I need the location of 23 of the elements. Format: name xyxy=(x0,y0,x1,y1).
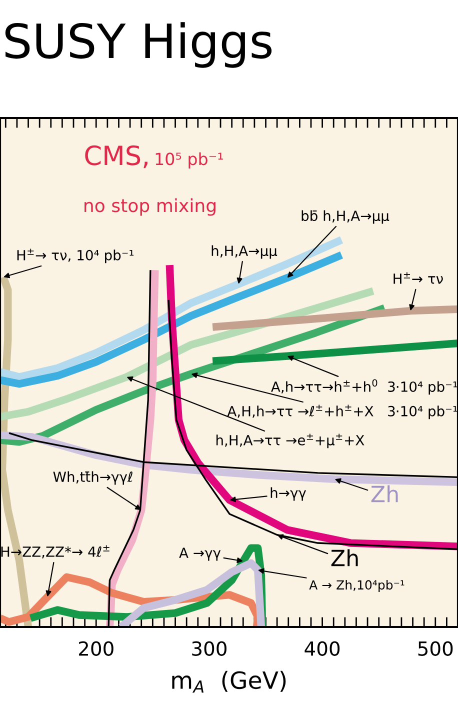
annotation: bb̄ h,H,A→μμ xyxy=(302,210,390,224)
annotation: Zh xyxy=(371,485,398,502)
chart-title: SUSY Higgs xyxy=(5,22,272,68)
x-tick-label: 400 xyxy=(304,641,340,656)
x-tick-label: 200 xyxy=(78,641,114,656)
x-tick-label: 300 xyxy=(192,641,226,656)
text: CMS, xyxy=(85,145,148,168)
text: no stop mixing xyxy=(84,198,216,216)
annotation: H→ZZ,ZZ*→ 4ℓ$^{±}$ xyxy=(1,545,110,558)
annotation: A → Zh,10⁴pb⁻¹ xyxy=(309,580,404,592)
x-axis-title: m$_{A}$ (GeV) xyxy=(172,670,286,693)
x-tick-label: 500 xyxy=(418,641,453,656)
annotation: A →γγ xyxy=(179,548,221,561)
annotation: A,h→ττ→h$^{±}$+h$^{0}$ 3·10⁴ pb⁻¹ xyxy=(271,379,458,395)
annotation: h,H,A→μμ xyxy=(212,245,278,259)
text: 10⁵ pb⁻¹ xyxy=(156,152,223,168)
annotation: Wh,tt̄h→γγℓ xyxy=(53,471,132,485)
annotation: H$^{±}$→ τν xyxy=(394,272,443,284)
annotation: H$^{±}$→ τν, 10⁴ pb⁻¹ xyxy=(17,248,134,264)
annotation: h→γγ xyxy=(270,487,306,501)
annotation: h,H,A→ττ →e$^{±}$+μ$^{±}$+X xyxy=(216,434,364,448)
annotation: A,H,h→ττ →ℓ$^{±}$+h$^{±}$+X 3·10⁴ pb⁻¹ xyxy=(227,404,458,420)
annotation: Zh xyxy=(331,549,358,566)
